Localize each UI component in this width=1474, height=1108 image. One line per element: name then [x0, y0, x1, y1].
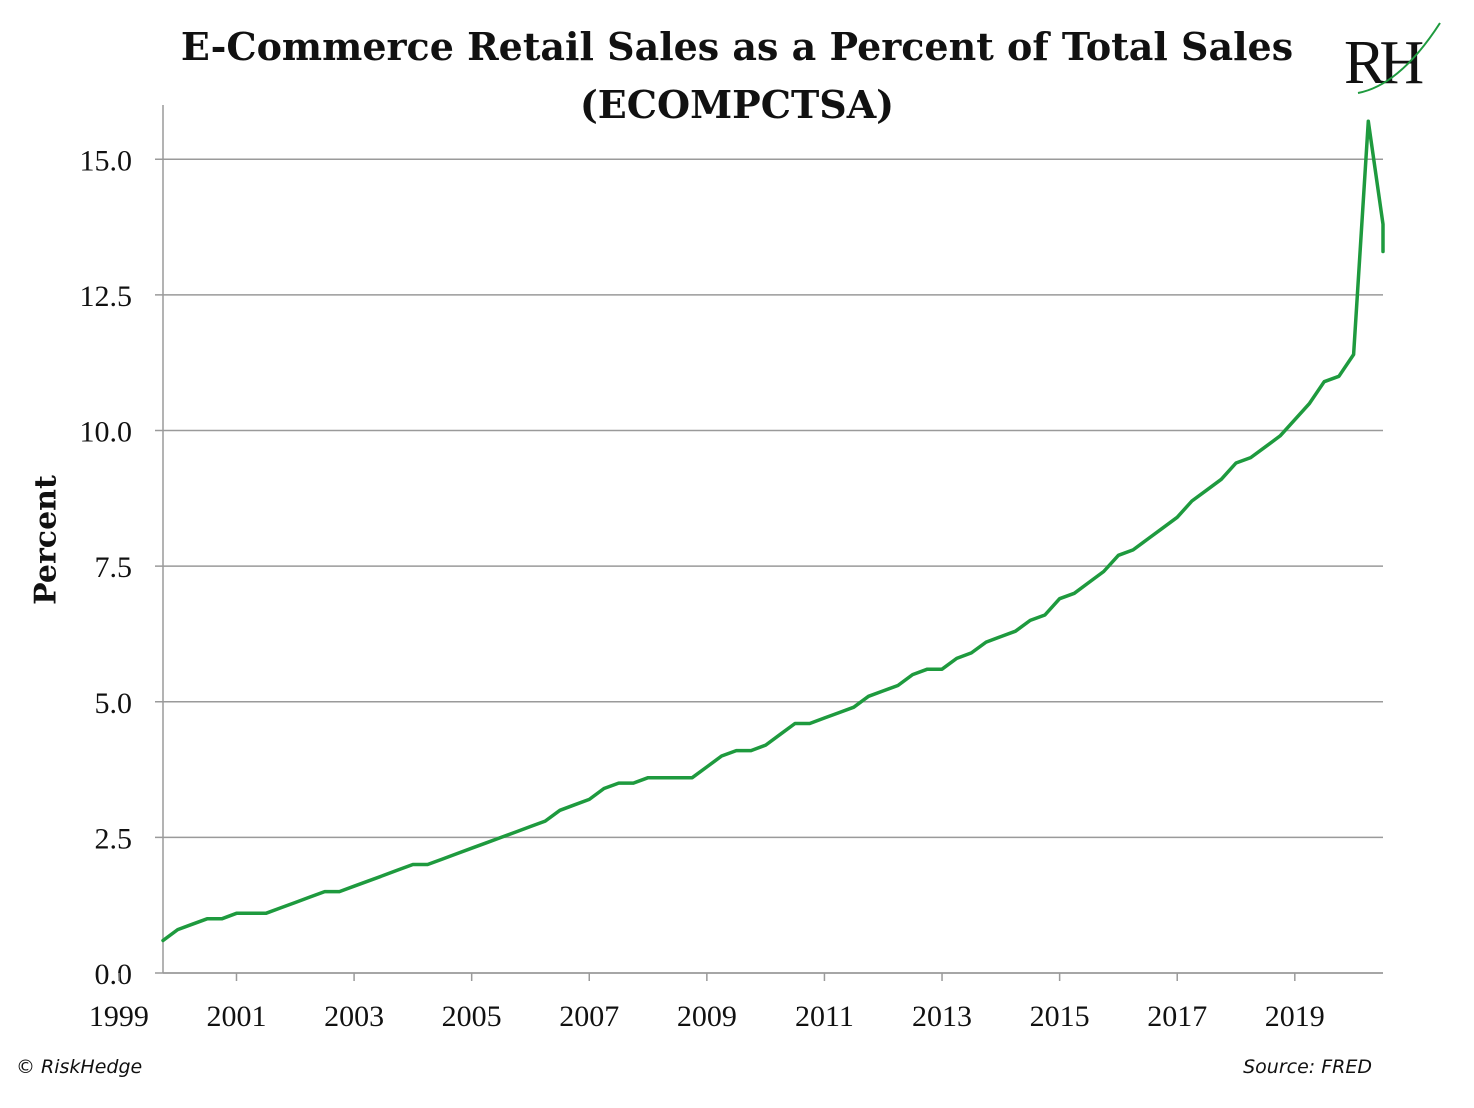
chart-title: E-Commerce Retail Sales as a Percent of …	[0, 18, 1474, 134]
series-line	[161, 119, 1385, 943]
x-tick-label: 2013	[912, 1000, 972, 1033]
x-tick-label: 2011	[795, 1000, 854, 1033]
y-tick-label: 12.5	[80, 280, 133, 313]
logo-swoosh	[1357, 22, 1441, 94]
credit-text: © RiskHedge	[16, 1056, 143, 1078]
logo-text: RH	[1344, 29, 1422, 95]
y-tick-label: 0.0	[95, 958, 133, 991]
y-tick-label: 5.0	[95, 687, 133, 720]
x-tick-label: 2015	[1030, 1000, 1090, 1033]
x-tick-label: 2003	[324, 1000, 384, 1033]
x-tick-label: 2007	[559, 1000, 619, 1033]
y-tick-label: 15.0	[80, 144, 133, 177]
x-tick-label: 2017	[1147, 1000, 1207, 1033]
x-tick-label: 1999	[89, 1000, 149, 1033]
y-tick-label: 2.5	[95, 822, 133, 855]
chart-title-line2: (ECOMPCTSA)	[579, 82, 895, 127]
source-text: Source: FRED	[1243, 1056, 1372, 1078]
riskhedge-logo: RH	[1344, 22, 1441, 95]
chart-title-line1: E-Commerce Retail Sales as a Percent of …	[180, 24, 1294, 69]
y-tick-label: 10.0	[80, 416, 133, 449]
x-tick-label: 2009	[677, 1000, 737, 1033]
x-tick-label: 2005	[442, 1000, 502, 1033]
x-tick-label: 2001	[206, 1000, 266, 1033]
x-tick-label: 2019	[1265, 1000, 1325, 1033]
y-tick-label: 7.5	[95, 551, 133, 584]
